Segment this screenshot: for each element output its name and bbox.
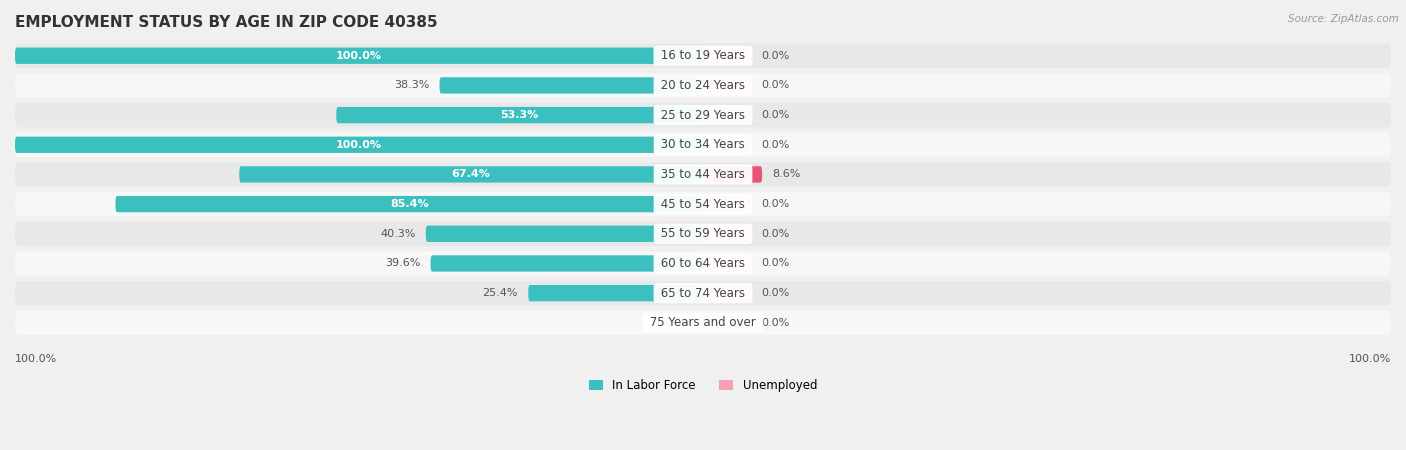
Text: 0.0%: 0.0%	[762, 288, 790, 298]
Text: 85.4%: 85.4%	[389, 199, 429, 209]
FancyBboxPatch shape	[703, 107, 751, 123]
FancyBboxPatch shape	[703, 166, 762, 183]
FancyBboxPatch shape	[529, 285, 703, 302]
FancyBboxPatch shape	[336, 107, 703, 123]
Text: 0.0%: 0.0%	[762, 51, 790, 61]
FancyBboxPatch shape	[15, 133, 1391, 157]
Text: 0.0%: 0.0%	[762, 81, 790, 90]
FancyBboxPatch shape	[115, 196, 703, 212]
FancyBboxPatch shape	[703, 225, 751, 242]
Text: EMPLOYMENT STATUS BY AGE IN ZIP CODE 40385: EMPLOYMENT STATUS BY AGE IN ZIP CODE 403…	[15, 15, 437, 30]
FancyBboxPatch shape	[430, 255, 703, 272]
FancyBboxPatch shape	[15, 162, 1391, 187]
Text: 0.0%: 0.0%	[762, 318, 790, 328]
Text: 25.4%: 25.4%	[482, 288, 517, 298]
FancyBboxPatch shape	[703, 137, 751, 153]
Text: 53.3%: 53.3%	[501, 110, 538, 120]
FancyBboxPatch shape	[15, 44, 1391, 68]
FancyBboxPatch shape	[15, 73, 1391, 98]
FancyBboxPatch shape	[15, 310, 1391, 335]
Text: 100.0%: 100.0%	[1348, 354, 1391, 364]
Text: 0.0%: 0.0%	[762, 140, 790, 150]
FancyBboxPatch shape	[703, 315, 751, 331]
FancyBboxPatch shape	[239, 166, 703, 183]
FancyBboxPatch shape	[15, 222, 1391, 246]
Text: 100.0%: 100.0%	[336, 51, 382, 61]
Text: 100.0%: 100.0%	[15, 354, 58, 364]
Text: 30 to 34 Years: 30 to 34 Years	[657, 138, 749, 151]
FancyBboxPatch shape	[703, 285, 751, 302]
FancyBboxPatch shape	[15, 192, 1391, 216]
Legend: In Labor Force, Unemployed: In Labor Force, Unemployed	[583, 374, 823, 397]
FancyBboxPatch shape	[703, 255, 751, 272]
Text: 20 to 24 Years: 20 to 24 Years	[657, 79, 749, 92]
Text: 0.0%: 0.0%	[762, 229, 790, 239]
Text: 45 to 54 Years: 45 to 54 Years	[657, 198, 749, 211]
Text: 16 to 19 Years: 16 to 19 Years	[657, 49, 749, 62]
Text: 65 to 74 Years: 65 to 74 Years	[657, 287, 749, 300]
Text: 60 to 64 Years: 60 to 64 Years	[657, 257, 749, 270]
Text: 55 to 59 Years: 55 to 59 Years	[657, 227, 749, 240]
Text: 35 to 44 Years: 35 to 44 Years	[657, 168, 749, 181]
Text: Source: ZipAtlas.com: Source: ZipAtlas.com	[1288, 14, 1399, 23]
Text: 0.0%: 0.0%	[665, 318, 693, 328]
Text: 0.0%: 0.0%	[762, 199, 790, 209]
Text: 25 to 29 Years: 25 to 29 Years	[657, 108, 749, 122]
FancyBboxPatch shape	[15, 281, 1391, 305]
FancyBboxPatch shape	[15, 137, 703, 153]
Text: 40.3%: 40.3%	[380, 229, 415, 239]
FancyBboxPatch shape	[440, 77, 703, 94]
FancyBboxPatch shape	[15, 251, 1391, 276]
Text: 67.4%: 67.4%	[451, 170, 491, 180]
Text: 39.6%: 39.6%	[385, 258, 420, 269]
Text: 0.0%: 0.0%	[762, 258, 790, 269]
FancyBboxPatch shape	[703, 77, 751, 94]
FancyBboxPatch shape	[703, 196, 751, 212]
Text: 75 Years and over: 75 Years and over	[647, 316, 759, 329]
FancyBboxPatch shape	[703, 48, 751, 64]
Text: 100.0%: 100.0%	[336, 140, 382, 150]
Text: 38.3%: 38.3%	[394, 81, 429, 90]
FancyBboxPatch shape	[15, 103, 1391, 127]
FancyBboxPatch shape	[426, 225, 703, 242]
FancyBboxPatch shape	[15, 48, 703, 64]
Text: 8.6%: 8.6%	[772, 170, 801, 180]
Text: 0.0%: 0.0%	[762, 110, 790, 120]
